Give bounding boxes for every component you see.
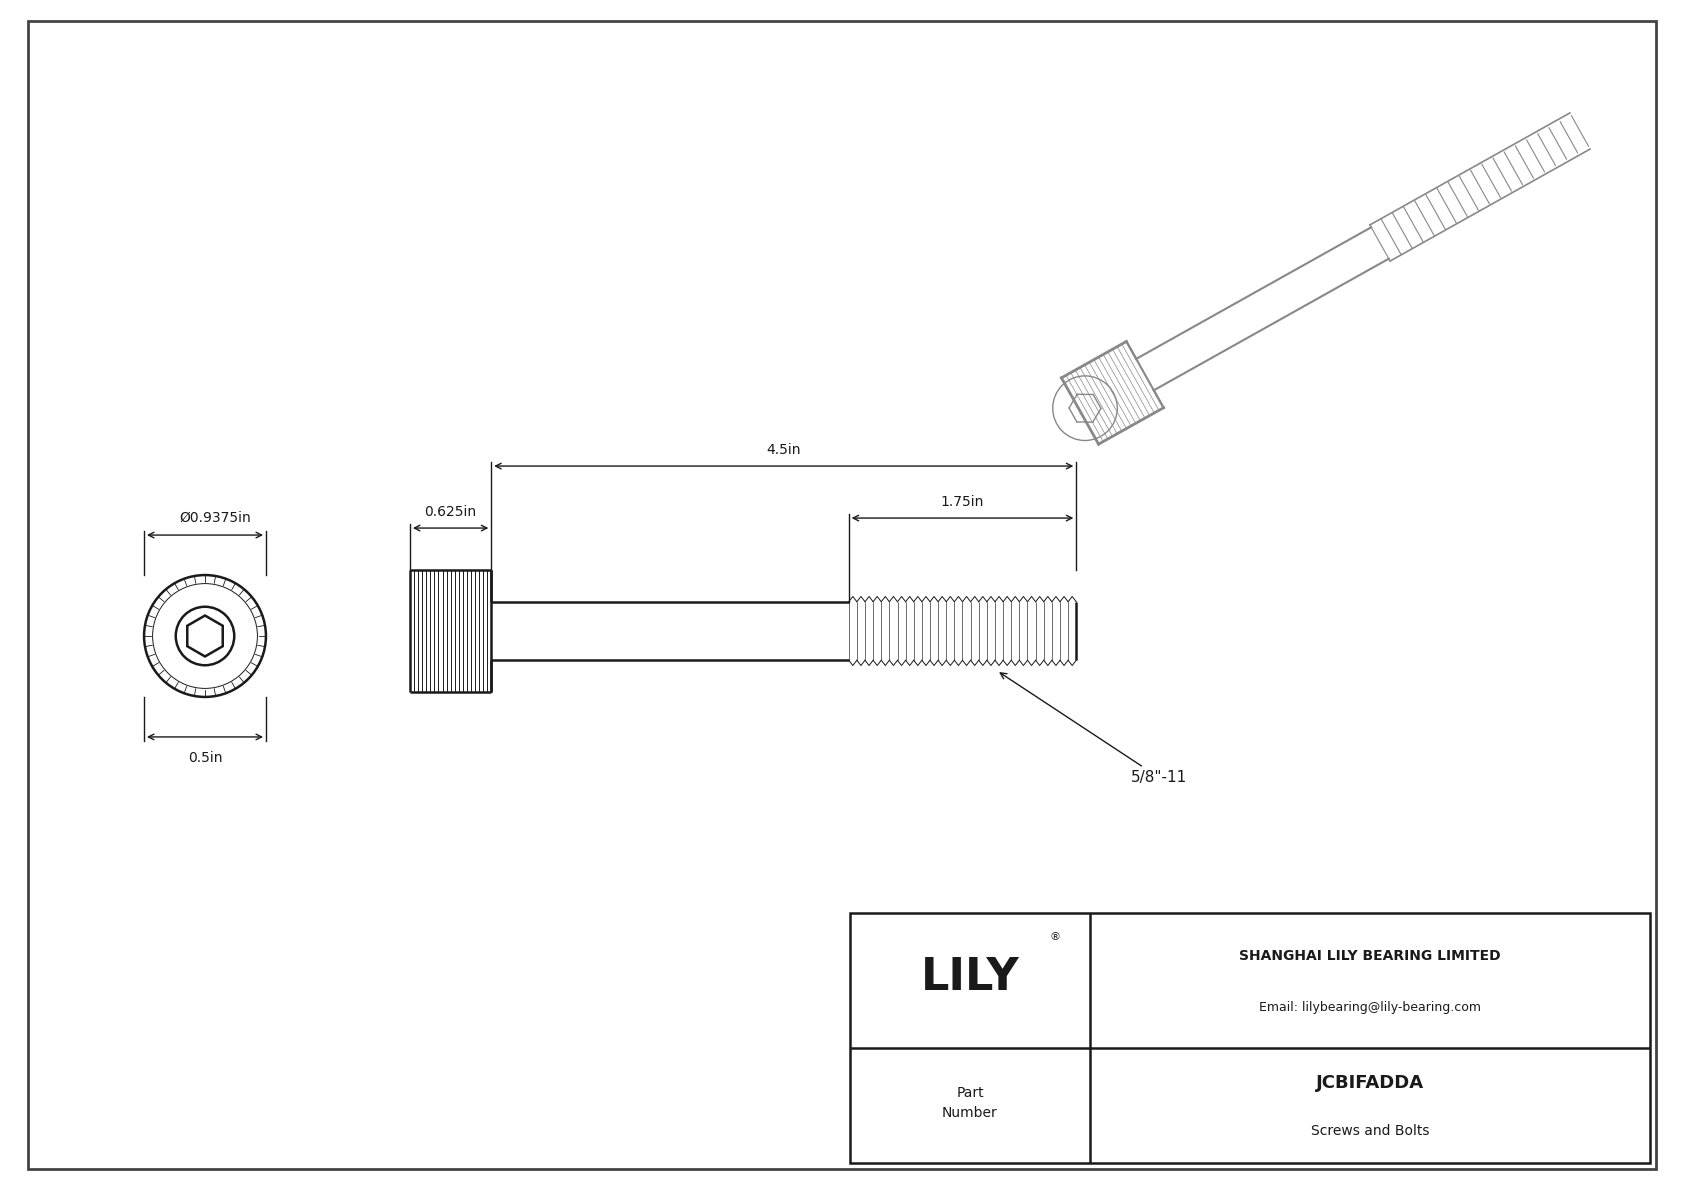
- Text: Part
Number: Part Number: [941, 1086, 999, 1120]
- Text: LILY: LILY: [921, 956, 1019, 999]
- Text: Email: lilybearing@lily-bearing.com: Email: lilybearing@lily-bearing.com: [1260, 1000, 1480, 1014]
- Text: 0.625in: 0.625in: [424, 505, 477, 519]
- Text: Screws and Bolts: Screws and Bolts: [1310, 1124, 1430, 1137]
- Text: 0.5in: 0.5in: [187, 752, 222, 765]
- Text: 4.5in: 4.5in: [766, 443, 802, 457]
- Text: Ø0.9375in: Ø0.9375in: [179, 511, 251, 525]
- Text: SHANGHAI LILY BEARING LIMITED: SHANGHAI LILY BEARING LIMITED: [1239, 949, 1500, 964]
- Text: 1.75in: 1.75in: [941, 495, 983, 509]
- Text: JCBIFADDA: JCBIFADDA: [1315, 1073, 1425, 1091]
- Text: ®: ®: [1049, 933, 1061, 942]
- Text: 5/8"-11: 5/8"-11: [1000, 673, 1187, 785]
